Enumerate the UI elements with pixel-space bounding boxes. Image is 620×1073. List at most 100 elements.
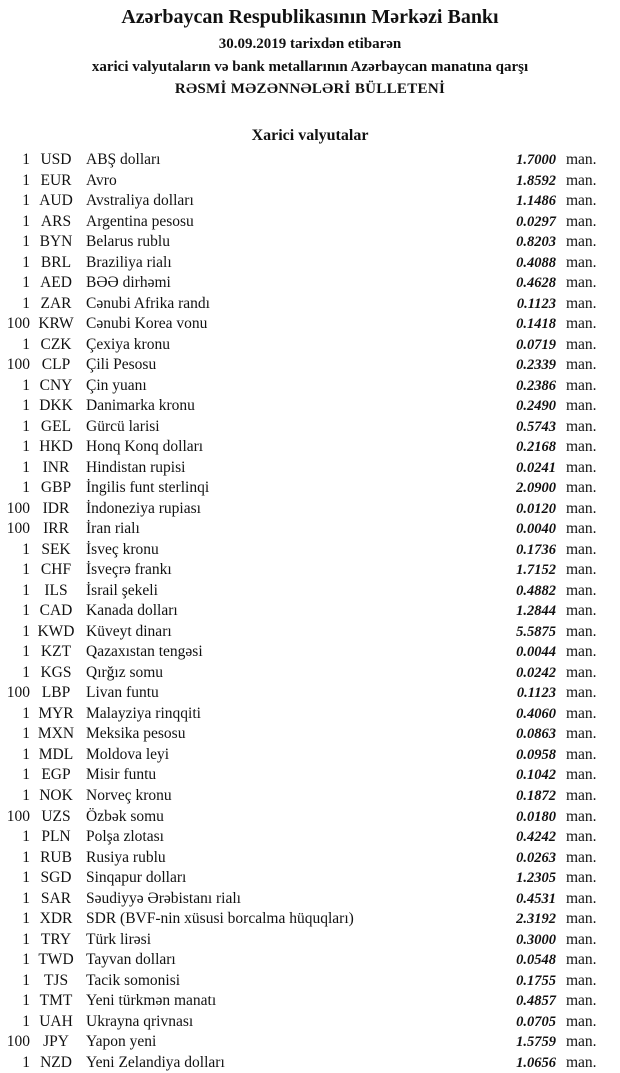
rate-row: 1 GBP İngilis funt sterlinqi 2.0900 man. bbox=[0, 478, 620, 499]
currency-code: BYN bbox=[39, 233, 73, 251]
currency-code: MXN bbox=[37, 725, 75, 743]
rate-row: 1 CAD Kanada dolları 1.2844 man. bbox=[0, 601, 620, 622]
rate-value: 1.8592 bbox=[516, 172, 556, 189]
rate-amount: 1 bbox=[22, 376, 30, 394]
rate-value: 0.2386 bbox=[516, 377, 556, 394]
rate-value: 1.7152 bbox=[516, 562, 556, 579]
rate-amount: 100 bbox=[6, 499, 30, 517]
currency-code: GBP bbox=[40, 479, 72, 497]
currency-name: Hindistan rupisi bbox=[86, 458, 186, 476]
rate-unit: man. bbox=[566, 253, 597, 271]
rate-amount: 100 bbox=[6, 520, 30, 538]
rate-row: 100 IDR İndoneziya rupiası 0.0120 man. bbox=[0, 499, 620, 520]
rate-value: 5.5875 bbox=[516, 623, 556, 640]
rate-amount: 1 bbox=[22, 1053, 30, 1071]
currency-code: SEK bbox=[41, 540, 71, 558]
rate-amount: 1 bbox=[22, 458, 30, 476]
rate-unit: man. bbox=[566, 910, 597, 928]
rate-row: 1 HKD Honq Konq dolları 0.2168 man. bbox=[0, 437, 620, 458]
rate-value: 0.2490 bbox=[516, 398, 556, 415]
currency-name: Belarus rublu bbox=[86, 233, 170, 251]
rate-unit: man. bbox=[566, 356, 597, 374]
rate-row: 1 NOK Norveç kronu 0.1872 man. bbox=[0, 786, 620, 807]
currency-code: ILS bbox=[44, 581, 68, 599]
rate-unit: man. bbox=[566, 951, 597, 969]
currency-code: NZD bbox=[40, 1053, 72, 1071]
rate-unit: man. bbox=[566, 663, 597, 681]
rate-amount: 1 bbox=[22, 438, 30, 456]
rate-unit: man. bbox=[566, 479, 597, 497]
currency-name: Qırğız somu bbox=[86, 663, 164, 681]
rate-amount: 1 bbox=[22, 704, 30, 722]
rate-row: 1 MYR Malayziya rinqqiti 0.4060 man. bbox=[0, 704, 620, 725]
currency-name: Türk lirəsi bbox=[86, 930, 151, 948]
bulletin-heading: RƏSMİ MƏZƏNNƏLƏRİ BÜLLETENİ bbox=[174, 81, 446, 97]
rate-value: 0.4060 bbox=[516, 705, 556, 722]
rate-value: 0.0120 bbox=[516, 500, 556, 517]
rate-unit: man. bbox=[566, 274, 597, 292]
currency-name: ABŞ dolları bbox=[86, 151, 161, 168]
rate-amount: 100 bbox=[6, 684, 30, 702]
currency-code: ZAR bbox=[40, 294, 72, 312]
rate-unit: man. bbox=[566, 745, 597, 763]
currency-name: İngilis funt sterlinqi bbox=[86, 479, 210, 497]
rate-value: 0.4628 bbox=[516, 275, 556, 292]
currency-code: KWD bbox=[37, 622, 75, 640]
currency-name: Gürcü larisi bbox=[86, 417, 160, 435]
rate-row: 1 NZD Yeni Zelandiya dolları 1.0656 man. bbox=[0, 1053, 620, 1073]
rate-amount: 1 bbox=[22, 643, 30, 661]
rate-value: 2.3192 bbox=[516, 911, 556, 928]
rate-row: 1 MXN Meksika pesosu 0.0863 man. bbox=[0, 724, 620, 745]
currency-code: CAD bbox=[39, 602, 73, 620]
rate-unit: man. bbox=[566, 992, 597, 1010]
currency-name: Küveyt dinarı bbox=[86, 622, 172, 640]
rate-row: 1 KZT Qazaxıstan tengəsi 0.0044 man. bbox=[0, 642, 620, 663]
currency-name: Tayvan dolları bbox=[86, 951, 176, 969]
rate-amount: 1 bbox=[22, 602, 30, 620]
rate-value: 0.0958 bbox=[516, 746, 556, 763]
rate-row: 1 TMT Yeni türkmən manatı 0.4857 man. bbox=[0, 991, 620, 1012]
rate-value: 0.2339 bbox=[516, 357, 556, 374]
rate-value: 0.1872 bbox=[516, 787, 556, 804]
currency-code: KGS bbox=[40, 663, 72, 681]
rate-row: 100 LBP Livan funtu 0.1123 man. bbox=[0, 683, 620, 704]
rate-amount: 1 bbox=[22, 828, 30, 846]
rate-row: 1 UAH Ukrayna qrivnası 0.0705 man. bbox=[0, 1012, 620, 1033]
currency-name: Ukrayna qrivnası bbox=[86, 1012, 194, 1030]
currency-code: AED bbox=[40, 274, 72, 292]
currency-name: Qazaxıstan tengəsi bbox=[86, 643, 203, 661]
rate-unit: man. bbox=[566, 315, 597, 333]
rate-row: 1 KWD Küveyt dinarı 5.5875 man. bbox=[0, 622, 620, 643]
rate-value: 1.5759 bbox=[516, 1034, 556, 1051]
currency-name: Misir funtu bbox=[86, 766, 157, 784]
rate-row: 1 INR Hindistan rupisi 0.0241 man. bbox=[0, 458, 620, 479]
currency-name: Çili Pesosu bbox=[86, 356, 157, 374]
rate-row: 1 RUB Rusiya rublu 0.0263 man. bbox=[0, 848, 620, 869]
rate-amount: 1 bbox=[22, 622, 30, 640]
rate-unit: man. bbox=[566, 725, 597, 743]
currency-name: Cənubi Afrika randı bbox=[86, 294, 210, 312]
rate-row: 1 USD ABŞ dolları 1.7000 man. bbox=[0, 150, 620, 171]
rate-unit: man. bbox=[566, 581, 597, 599]
rate-row: 100 IRR İran rialı 0.0040 man. bbox=[0, 519, 620, 540]
rate-value: 0.8203 bbox=[516, 234, 556, 251]
rate-amount: 100 bbox=[6, 315, 30, 333]
rate-row: 100 CLP Çili Pesosu 0.2339 man. bbox=[0, 355, 620, 376]
rate-value: 0.5743 bbox=[516, 418, 556, 435]
rate-amount: 1 bbox=[22, 971, 30, 989]
currency-name: Kanada dolları bbox=[86, 602, 178, 620]
currency-code: RUB bbox=[40, 848, 72, 866]
rate-unit: man. bbox=[566, 499, 597, 517]
rate-unit: man. bbox=[566, 212, 597, 230]
rate-unit: man. bbox=[566, 828, 597, 846]
rate-value: 0.4531 bbox=[516, 890, 556, 907]
rate-unit: man. bbox=[566, 971, 597, 989]
currency-name: Livan funtu bbox=[86, 684, 159, 702]
rate-row: 1 CZK Çexiya kronu 0.0719 man. bbox=[0, 335, 620, 356]
rate-amount: 1 bbox=[22, 889, 30, 907]
rate-value: 0.0242 bbox=[516, 664, 556, 681]
rate-amount: 1 bbox=[22, 951, 30, 969]
rate-amount: 1 bbox=[22, 869, 30, 887]
rate-unit: man. bbox=[566, 438, 597, 456]
rate-unit: man. bbox=[566, 561, 597, 579]
